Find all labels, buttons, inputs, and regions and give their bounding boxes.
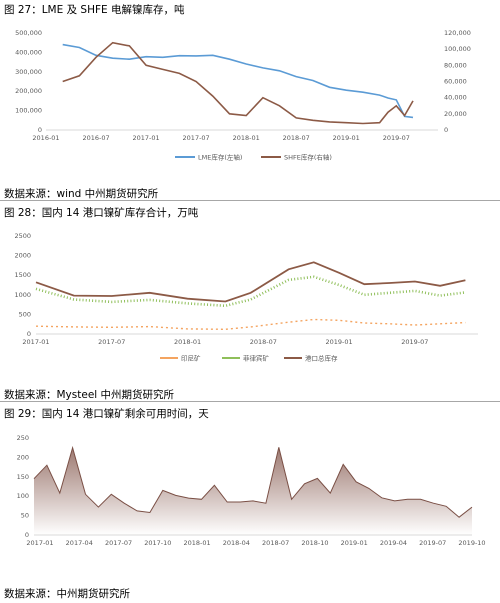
- figure-29-source: 数据来源：中州期货研究所: [4, 588, 130, 600]
- y-right-tick-label: 0: [444, 126, 448, 134]
- y-tick-label: 2500: [14, 232, 31, 240]
- figure-27-title: 图 27：LME 及 SHFE 电解镍库存，吨: [4, 4, 185, 16]
- y-right-tick-label: 80,000: [444, 61, 467, 69]
- y-left-tick-label: 400,000: [15, 48, 42, 56]
- y-tick-label: 0: [25, 531, 29, 539]
- y-left-tick-label: 0: [38, 126, 42, 134]
- x-tick-label: 2017-10: [144, 539, 171, 547]
- divider: [0, 401, 500, 402]
- y-left-tick-label: 300,000: [15, 68, 42, 76]
- x-tick-label: 2019-04: [380, 539, 407, 547]
- x-tick-label: 2017-01: [26, 539, 53, 547]
- y-left-tick-label: 200,000: [15, 87, 42, 95]
- series-line-1: [62, 41, 414, 125]
- y-right-tick-label: 100,000: [444, 45, 471, 53]
- x-tick-label: 2017-04: [66, 539, 93, 547]
- area-fill: [34, 447, 472, 535]
- y-tick-label: 50: [21, 512, 29, 520]
- x-tick-label: 2017-07: [183, 134, 210, 142]
- x-tick-label: 2017-07: [105, 539, 132, 547]
- legend-label-0: 印尼矿: [181, 354, 201, 363]
- series-line-2: [35, 261, 466, 303]
- x-tick-label: 2019-01: [325, 338, 352, 346]
- y-right-tick-label: 120,000: [444, 29, 471, 37]
- x-tick-label: 2019-07: [383, 134, 410, 142]
- y-right-tick-label: 40,000: [444, 94, 467, 102]
- y-tick-label: 2000: [14, 252, 31, 260]
- x-tick-label: 2019-01: [333, 134, 360, 142]
- x-tick-label: 2019-07: [401, 338, 428, 346]
- figure-29-title: 图 29：国内 14 港口镍矿剩余可用时间，天: [4, 408, 209, 420]
- y-left-tick-label: 500,000: [15, 29, 42, 37]
- series-line-1: [35, 275, 466, 308]
- chart-port-nickel-ore-inventory: 0 500 1000 1500 2000 2500 2017-01 2017-07 2018-0…: [0, 222, 500, 372]
- figure-28-source: 数据来源：Mysteel 中州期货研究所: [4, 389, 175, 401]
- x-tick-label: 2018-07: [262, 539, 289, 547]
- y-tick-label: 250: [17, 434, 29, 442]
- x-tick-label: 2019-10: [458, 539, 485, 547]
- legend-label-2: 港口总库存: [305, 354, 338, 363]
- divider: [0, 200, 500, 201]
- x-tick-label: 2018-07: [283, 134, 310, 142]
- legend-label-1: 菲律宾矿: [243, 354, 270, 363]
- x-tick-label: 2017-07: [98, 338, 125, 346]
- x-tick-label: 2018-04: [223, 539, 250, 547]
- figure-28-title: 图 28：国内 14 港口镍矿库存合计，万吨: [4, 207, 199, 219]
- series-line-0: [62, 43, 414, 119]
- x-tick-label: 2017-01: [132, 134, 159, 142]
- x-tick-label: 2018-01: [233, 134, 260, 142]
- area-outline: [33, 445, 473, 518]
- x-tick-label: 2018-01: [184, 539, 211, 547]
- y-tick-label: 150: [17, 473, 29, 481]
- x-tick-label: 2018-01: [174, 338, 201, 346]
- y-left-tick-label: 100,000: [15, 107, 42, 115]
- x-tick-label: 2018-07: [250, 338, 277, 346]
- chart-lme-shfe-inventory: 0 100,000 200,000 300,000 400,000 500,000 0 20,…: [0, 17, 500, 167]
- x-tick-label: 2016-07: [82, 134, 109, 142]
- y-tick-label: 500: [19, 310, 31, 318]
- y-tick-label: 200: [17, 453, 29, 461]
- chart-2-svg: 0 500 1000 1500 2000 2500 2017-01 2017-07 2018-0…: [14, 232, 478, 363]
- legend-label-1: SHFE库存(右轴): [284, 153, 332, 162]
- chart-1-svg: 0 100,000 200,000 300,000 400,000 500,000 0 20,…: [15, 29, 471, 162]
- x-tick-label: 2018-10: [301, 539, 328, 547]
- x-tick-label: 2019-01: [341, 539, 368, 547]
- chart-remaining-usable-days: 0 50 100 150 200 250 2017-01 2017-04 2017-07 2017…: [0, 424, 500, 576]
- x-tick-label: 2016-01: [32, 134, 59, 142]
- y-tick-label: 1500: [14, 271, 31, 279]
- y-tick-label: 100: [17, 492, 29, 500]
- series-line-0: [35, 318, 466, 331]
- y-right-tick-label: 20,000: [444, 110, 467, 118]
- x-tick-label: 2017-01: [22, 338, 49, 346]
- x-tick-label: 2019-07: [419, 539, 446, 547]
- legend-label-0: LME库存(左轴): [198, 153, 242, 162]
- figure-27-source: 数据来源：wind 中州期货研究所: [4, 188, 159, 200]
- y-tick-label: 0: [27, 330, 31, 338]
- y-right-tick-label: 60,000: [444, 78, 467, 86]
- y-tick-label: 1000: [14, 291, 31, 299]
- chart-3-svg: 0 50 100 150 200 250 2017-01 2017-04 2017-07 2017…: [17, 434, 486, 547]
